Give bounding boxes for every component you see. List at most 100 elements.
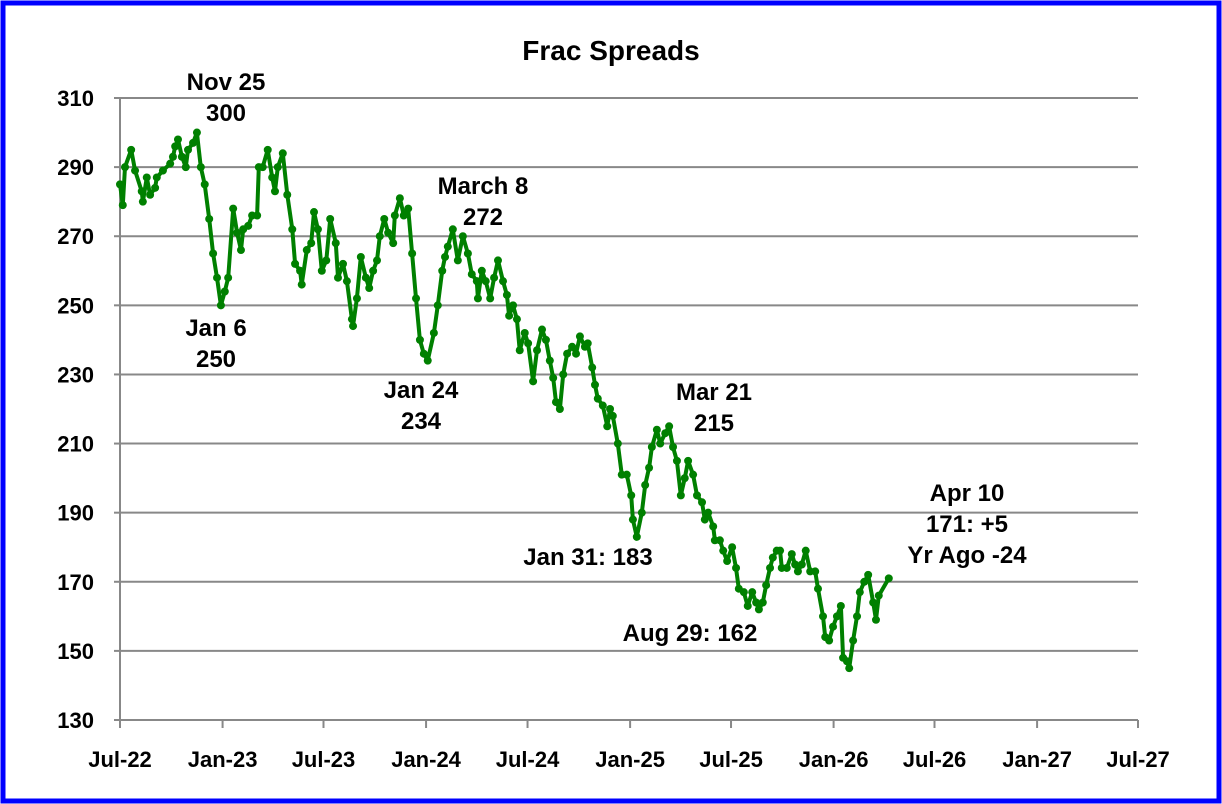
data-point <box>297 280 306 289</box>
data-point <box>845 664 854 673</box>
data-point <box>752 598 761 607</box>
annotation-label: 215 <box>694 410 734 437</box>
x-tick-label: Jul-27 <box>1106 747 1170 772</box>
x-tick-label: Jan-23 <box>188 747 258 772</box>
y-tick-labels: 310 290 270 250 230 210 190 170 150 130 <box>57 86 94 733</box>
data-point <box>768 553 777 562</box>
axes <box>114 97 1139 728</box>
chart-title: Frac Spreads <box>522 35 699 66</box>
data-point <box>871 615 880 624</box>
data-point <box>572 349 581 358</box>
data-point <box>801 546 810 555</box>
annotation-label: Mar 21 <box>676 379 752 406</box>
data-point <box>884 574 893 583</box>
data-point <box>196 163 205 172</box>
data-point <box>598 401 607 410</box>
data-point <box>739 588 748 597</box>
data-point <box>146 190 155 199</box>
data-point <box>575 332 584 341</box>
data-point <box>864 570 873 579</box>
data-point <box>270 187 279 196</box>
data-point <box>209 249 218 258</box>
data-point <box>458 232 467 241</box>
data-point <box>472 277 481 286</box>
y-tick-label: 250 <box>57 293 94 318</box>
y-tick-label: 270 <box>57 224 94 249</box>
data-point <box>192 128 201 137</box>
data-point <box>429 328 438 337</box>
data-point <box>438 266 447 275</box>
data-point <box>874 591 883 600</box>
data-point <box>151 183 160 192</box>
data-point <box>333 273 342 282</box>
data-point <box>263 145 272 154</box>
data-point <box>853 612 862 621</box>
data-point <box>224 273 233 282</box>
data-point <box>118 201 127 210</box>
data-point <box>787 550 796 559</box>
data-point <box>545 356 554 365</box>
data-point <box>732 563 741 572</box>
data-point <box>463 249 472 258</box>
data-point <box>842 657 851 666</box>
data-point <box>380 214 389 223</box>
data-point <box>515 346 524 355</box>
annotation-label: Aug 29: 162 <box>623 620 758 647</box>
data-point <box>719 546 728 555</box>
data-point <box>441 252 450 261</box>
data-point <box>389 239 398 248</box>
annotation-label: 234 <box>401 408 442 435</box>
y-tick-label: 170 <box>57 570 94 595</box>
data-point <box>477 266 486 275</box>
data-point <box>860 577 869 586</box>
annotation-label: 300 <box>206 100 246 127</box>
data-point <box>213 273 222 282</box>
data-point <box>253 211 262 220</box>
data-point <box>665 422 674 431</box>
data-point <box>302 246 311 255</box>
data-point <box>791 560 800 569</box>
x-tick-label: Jan-25 <box>595 747 665 772</box>
data-point <box>375 232 384 241</box>
data-point <box>622 470 631 479</box>
data-point <box>347 315 356 324</box>
data-point <box>645 463 654 472</box>
y-tick-label: 310 <box>57 86 94 111</box>
data-point <box>288 225 297 234</box>
data-point <box>349 322 358 331</box>
data-point <box>229 204 238 213</box>
data-point <box>205 214 214 223</box>
data-point <box>583 339 592 348</box>
data-point <box>369 266 378 275</box>
data-point <box>481 277 490 286</box>
data-point <box>641 481 650 490</box>
data-point <box>819 612 828 621</box>
data-point <box>365 284 374 293</box>
data-point <box>632 532 641 541</box>
gridlines <box>120 97 1138 652</box>
data-point <box>412 294 421 303</box>
data-point <box>322 256 331 265</box>
data-point <box>758 598 767 607</box>
data-point <box>608 411 617 420</box>
annotation-label: Nov 25 <box>187 69 266 96</box>
data-point <box>509 301 518 310</box>
series-frac-spreads <box>116 128 893 673</box>
data-point <box>453 256 462 265</box>
data-point <box>473 294 482 303</box>
data-point <box>797 560 806 569</box>
data-point <box>443 242 452 251</box>
data-point <box>647 443 656 452</box>
data-point <box>317 266 326 275</box>
data-point <box>448 225 457 234</box>
data-point <box>173 135 182 144</box>
data-point <box>467 270 476 279</box>
data-point <box>121 163 130 172</box>
data-point <box>793 567 802 576</box>
data-point <box>352 294 361 303</box>
y-tick-label: 150 <box>57 639 94 664</box>
data-point <box>361 273 370 282</box>
data-point <box>356 252 365 261</box>
annotation-label: March 8 <box>438 173 529 200</box>
data-point <box>313 225 322 234</box>
